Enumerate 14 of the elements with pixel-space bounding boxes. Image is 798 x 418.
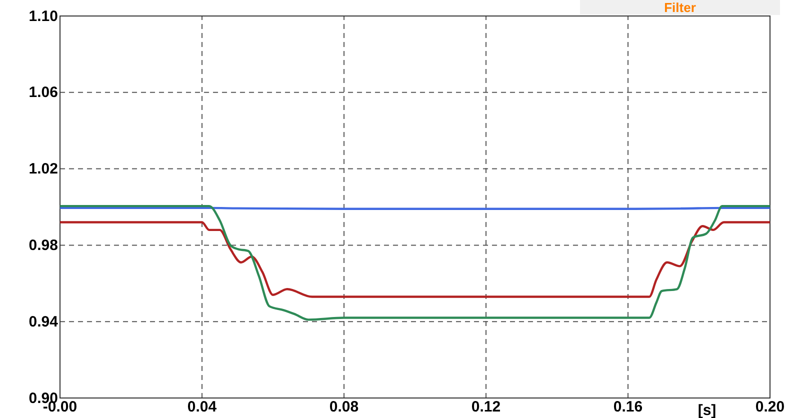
y-tick-label: 1.02	[28, 160, 58, 178]
line-series	[58, 204, 772, 321]
x-tick-label: 0.12	[471, 398, 501, 416]
x-tick-label: 0.08	[329, 398, 359, 416]
line-series	[58, 221, 772, 298]
y-tick-label: 0.98	[28, 237, 58, 254]
x-tick-label: 0.20	[755, 398, 785, 416]
text: Filter	[664, 0, 696, 15]
x-tick-label: 0.04	[187, 398, 218, 416]
x-axis-title: [s]	[698, 402, 716, 418]
y-tick-label: 1.06	[28, 84, 58, 102]
y-tick-label: 0.94	[28, 313, 59, 330]
y-tick-label: 1.10	[28, 8, 58, 25]
x-tick-label: 0.16	[613, 398, 643, 416]
